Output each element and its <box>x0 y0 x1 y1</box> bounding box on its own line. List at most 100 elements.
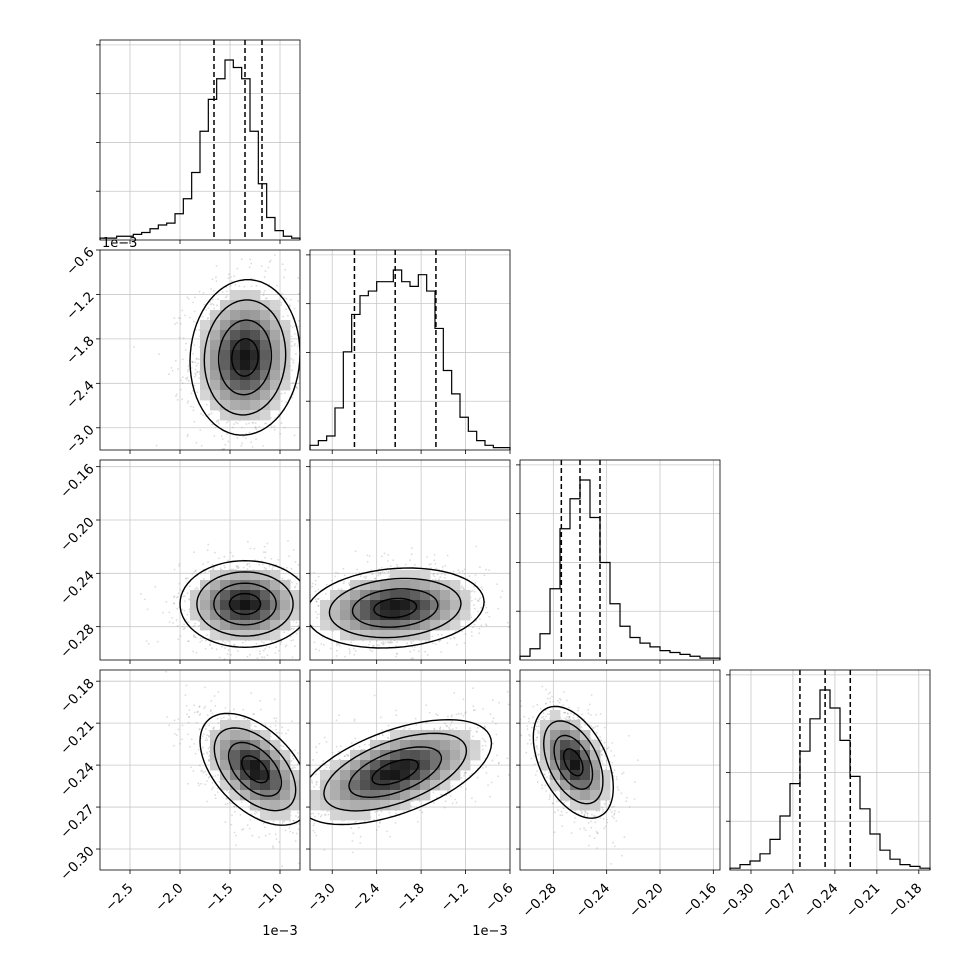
sample-point <box>366 560 369 563</box>
sample-point <box>306 590 308 592</box>
sample-point <box>472 626 474 629</box>
sample-point <box>229 284 232 287</box>
density-bin <box>260 630 271 641</box>
density-bin <box>220 600 231 611</box>
density-bin <box>240 300 251 311</box>
density-bin <box>280 320 291 331</box>
density-bin <box>230 620 241 631</box>
density-contour <box>351 588 439 628</box>
sample-point <box>242 828 245 830</box>
sample-point <box>306 628 308 630</box>
sample-point <box>263 545 266 548</box>
sample-point <box>278 732 280 734</box>
sample-point <box>388 641 390 644</box>
density-bin <box>190 590 201 601</box>
sample-point <box>381 555 383 558</box>
sample-point <box>275 717 278 719</box>
sample-point <box>224 443 227 446</box>
sample-point <box>280 392 283 395</box>
sample-point <box>410 547 413 549</box>
sample-point <box>307 598 309 600</box>
density-bin <box>200 620 211 631</box>
density-bin <box>270 360 281 371</box>
sample-point <box>350 641 352 644</box>
sample-point <box>364 577 367 580</box>
density-bin <box>370 580 381 591</box>
sample-point <box>409 650 412 653</box>
sample-point <box>295 353 297 355</box>
sample-point <box>290 345 293 347</box>
sample-point <box>210 709 212 711</box>
sample-point <box>302 630 304 632</box>
sample-point <box>199 429 202 431</box>
sample-point <box>208 730 211 732</box>
sample-point <box>314 610 317 613</box>
sample-point <box>413 563 416 566</box>
sample-point <box>192 625 195 628</box>
sample-point <box>235 421 238 424</box>
sample-point <box>480 606 483 609</box>
sample-point <box>478 632 481 635</box>
density-bin <box>360 580 371 591</box>
sample-point <box>280 304 283 306</box>
sample-point <box>371 650 374 653</box>
sample-point <box>271 845 274 848</box>
sample-point <box>306 353 308 355</box>
sample-point <box>200 782 203 785</box>
sample-point <box>292 359 295 361</box>
sample-point <box>390 640 392 643</box>
sample-point <box>224 647 226 649</box>
sample-point <box>178 336 181 339</box>
sample-point <box>212 303 215 306</box>
sample-point <box>244 437 247 440</box>
sample-point <box>479 566 481 568</box>
sample-point <box>298 319 300 322</box>
sample-point <box>231 555 234 558</box>
sample-point <box>336 649 338 652</box>
sample-point <box>434 562 437 565</box>
density-bin <box>270 300 281 311</box>
density-bin <box>210 580 221 591</box>
density-bin <box>450 580 461 591</box>
sample-point <box>302 332 304 334</box>
sample-point <box>438 640 441 643</box>
sample-point <box>382 641 385 644</box>
sample-point <box>221 291 224 293</box>
sample-point <box>230 654 232 656</box>
density-bin <box>230 330 241 341</box>
sample-point <box>301 591 303 593</box>
sample-point <box>266 542 269 545</box>
sample-point <box>304 783 306 785</box>
sample-point <box>424 650 426 653</box>
sample-point <box>258 836 260 839</box>
sample-point <box>485 606 488 609</box>
panel-content <box>133 254 308 450</box>
density-bin <box>430 600 441 611</box>
sample-point <box>473 607 476 610</box>
sample-point <box>292 381 294 384</box>
sample-point <box>194 588 197 591</box>
sample-point <box>215 265 218 267</box>
sample-point <box>263 290 266 292</box>
sample-point <box>296 387 299 390</box>
density-bin <box>230 370 241 381</box>
density-contour <box>328 577 462 639</box>
sample-point <box>463 642 466 644</box>
sample-point <box>291 369 294 372</box>
sample-point <box>273 717 276 720</box>
density-bin <box>460 600 471 611</box>
sample-point <box>317 589 320 591</box>
sample-point <box>249 258 252 261</box>
density-bin <box>270 630 281 641</box>
density-bin <box>220 340 231 351</box>
sample-point <box>209 303 212 306</box>
panel-frame <box>309 249 511 451</box>
sample-point <box>292 361 295 364</box>
density-bin <box>190 600 201 611</box>
density-contour <box>213 582 277 626</box>
sample-point <box>287 314 289 317</box>
sample-point <box>266 654 269 657</box>
sample-point <box>478 598 481 600</box>
sample-point <box>285 660 287 662</box>
sample-point <box>471 590 474 592</box>
